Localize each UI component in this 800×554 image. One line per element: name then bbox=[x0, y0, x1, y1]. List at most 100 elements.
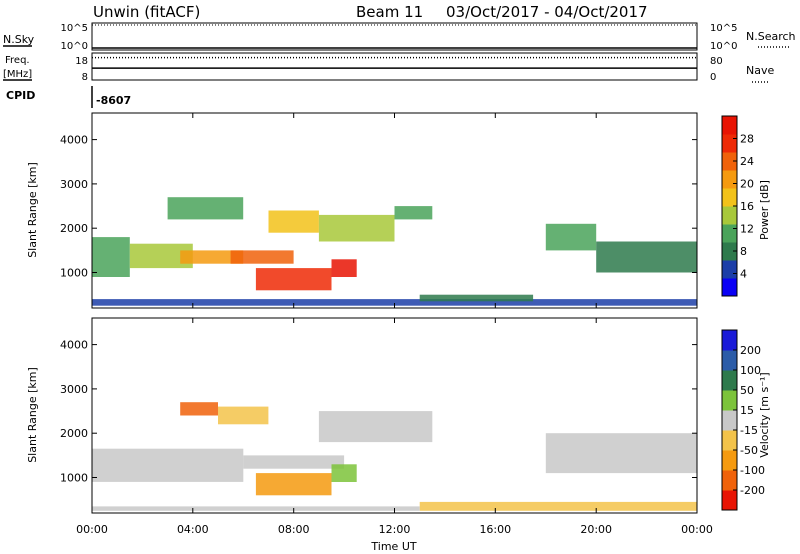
scatter-cell bbox=[255, 268, 332, 291]
noise-strip-frame bbox=[91, 22, 698, 51]
colorbar-swatch bbox=[722, 188, 737, 207]
scatter-cell bbox=[394, 206, 433, 220]
colorbar-tick-label: 100 bbox=[740, 364, 761, 377]
x-tick-label: 00:00 bbox=[76, 523, 108, 536]
colorbar-tick-label: 20 bbox=[740, 178, 754, 191]
scatter-cell bbox=[545, 433, 698, 474]
colorbar-tick-label: 16 bbox=[740, 200, 754, 213]
scatter-cell bbox=[92, 506, 420, 511]
scatter-cell bbox=[180, 250, 244, 264]
y-tick-label: 4000 bbox=[60, 134, 88, 147]
colorbar-swatch bbox=[722, 278, 737, 297]
scatter-cell bbox=[419, 501, 697, 511]
freq-tick-bottom: 8 bbox=[82, 72, 88, 83]
x-tick-label: 20:00 bbox=[580, 523, 612, 536]
colorbar-swatch bbox=[722, 242, 737, 261]
scatter-cell bbox=[596, 241, 697, 273]
velocity-panel: 1000 2000 3000 4000 Slant Range [km] bbox=[26, 317, 698, 514]
scatter-cell bbox=[230, 250, 294, 264]
power-colorbar: 4 8 12 16 20 24 28 bbox=[721, 115, 754, 297]
colorbar-swatch bbox=[722, 470, 737, 491]
power-colorbar-label: Power [dB] bbox=[758, 180, 771, 240]
freq-label-2: [MHz] bbox=[3, 69, 32, 80]
date-range: 03/Oct/2017 - 04/Oct/2017 bbox=[446, 3, 648, 21]
x-tick-label: 04:00 bbox=[177, 523, 209, 536]
colorbar-tick-label: -15 bbox=[740, 424, 758, 437]
colorbar-swatch bbox=[722, 152, 737, 171]
colorbar-tick-label: 4 bbox=[740, 268, 747, 281]
x-tick-label: 16:00 bbox=[479, 523, 511, 536]
colorbar-swatch bbox=[722, 330, 737, 351]
colorbar-tick-label: 50 bbox=[740, 384, 754, 397]
scatter-cell bbox=[218, 406, 269, 425]
freq-tick-top: 18 bbox=[75, 56, 88, 67]
colorbar-swatch bbox=[722, 410, 737, 431]
scatter-cell bbox=[331, 259, 357, 277]
colorbar-tick-label: 28 bbox=[740, 133, 754, 146]
nsearch-label: N.Search bbox=[746, 30, 796, 43]
scatter-cell bbox=[318, 214, 395, 242]
colorbar-tick-label: 12 bbox=[740, 223, 754, 236]
noise-right-tick-bottom: 10^0 bbox=[710, 41, 737, 52]
scatter-cell bbox=[243, 455, 345, 469]
velocity-colorbar: -200 -100 -50 -15 15 50 100 200 bbox=[721, 329, 765, 511]
colorbar-tick-label: 8 bbox=[740, 245, 747, 258]
y-tick-label: 3000 bbox=[60, 383, 88, 396]
x-tick-label: 12:00 bbox=[379, 523, 411, 536]
noise-tick-top: 10^5 bbox=[61, 23, 88, 34]
velocity-y-ticks: 1000 2000 3000 4000 bbox=[60, 339, 697, 485]
colorbar-swatch bbox=[722, 260, 737, 279]
colorbar-swatch bbox=[722, 206, 737, 225]
cpid-label: CPID bbox=[6, 89, 35, 102]
nsky-label: N.Sky bbox=[3, 33, 35, 46]
power-panel: 1000 2000 3000 4000 Slant Range [km] bbox=[26, 112, 698, 309]
station-title: Unwin (fitACF) bbox=[93, 3, 200, 21]
scatter-cell bbox=[545, 223, 597, 251]
colorbar-tick-label: 24 bbox=[740, 155, 754, 168]
scatter-cell bbox=[92, 448, 244, 482]
power-ylabel: Slant Range [km] bbox=[26, 162, 39, 258]
y-tick-label: 1000 bbox=[60, 267, 88, 280]
scatter-cell bbox=[318, 411, 433, 443]
colorbar-swatch bbox=[722, 490, 737, 511]
scatter-cell bbox=[92, 237, 130, 277]
colorbar-swatch bbox=[722, 350, 737, 371]
x-tick-label: 00:00 bbox=[681, 523, 713, 536]
scatter-cell bbox=[92, 299, 697, 306]
y-tick-label: 2000 bbox=[60, 222, 88, 235]
y-tick-label: 1000 bbox=[60, 472, 88, 485]
power-cells bbox=[92, 197, 697, 306]
colorbar-swatch bbox=[722, 450, 737, 471]
colorbar-swatch bbox=[722, 134, 737, 153]
colorbar-swatch bbox=[722, 370, 737, 391]
cpid-value: -8607 bbox=[96, 94, 131, 107]
y-tick-label: 2000 bbox=[60, 427, 88, 440]
noise-tick-bottom: 10^0 bbox=[61, 41, 88, 52]
colorbar-tick-label: -200 bbox=[740, 484, 765, 497]
nave-tick-top: 80 bbox=[710, 56, 723, 67]
nave-label: Nave bbox=[746, 64, 774, 77]
beam-label: Beam 11 bbox=[356, 3, 423, 21]
x-tick-label: 08:00 bbox=[278, 523, 310, 536]
velocity-cells bbox=[92, 402, 698, 511]
colorbar-tick-label: -50 bbox=[740, 444, 758, 457]
colorbar-tick-label: 200 bbox=[740, 344, 761, 357]
x-axis-ticks: 00:00 04:00 08:00 12:00 16:00 20:00 00:00 bbox=[76, 113, 713, 536]
noise-right-tick-top: 10^5 bbox=[710, 23, 737, 34]
scatter-cell bbox=[419, 294, 534, 302]
scatter-cell bbox=[268, 210, 319, 233]
nave-tick-bottom: 0 bbox=[710, 72, 716, 83]
colorbar-frame bbox=[721, 329, 738, 511]
colorbar-tick-label: 15 bbox=[740, 404, 754, 417]
colorbar-swatch bbox=[722, 430, 737, 451]
scatter-cell bbox=[180, 402, 218, 416]
colorbar-swatch bbox=[722, 170, 737, 189]
x-axis-label: Time UT bbox=[370, 540, 416, 553]
freq-strip-frame bbox=[91, 52, 698, 81]
freq-label-1: Freq. bbox=[5, 55, 30, 66]
velocity-colorbar-label: Velocity [m s⁻¹] bbox=[758, 372, 771, 457]
scatter-cell bbox=[255, 473, 332, 496]
colorbar-swatch bbox=[722, 224, 737, 243]
colorbar-swatch bbox=[722, 390, 737, 411]
